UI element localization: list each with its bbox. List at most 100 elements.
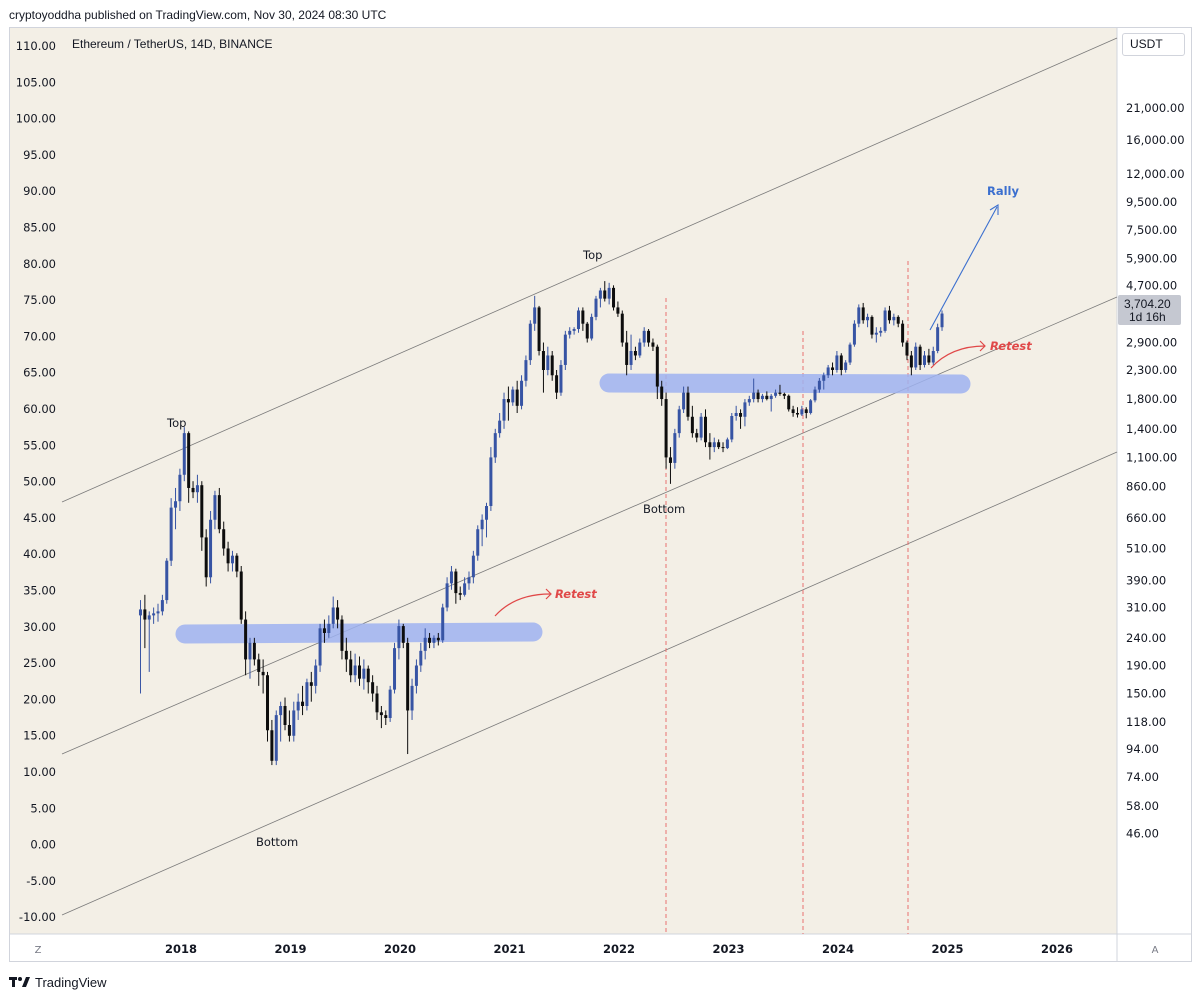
candle-body — [765, 395, 769, 400]
time-axis-tick: 2020 — [384, 942, 416, 956]
candle — [598, 287, 602, 308]
candle-body — [594, 298, 598, 317]
candle — [576, 307, 580, 333]
candle-body — [629, 350, 633, 365]
candle — [752, 378, 756, 403]
zoom-reset-button[interactable]: Z — [35, 945, 42, 956]
candle — [349, 650, 353, 683]
candle — [822, 372, 826, 390]
candle-body — [410, 685, 414, 711]
candle-body — [642, 330, 646, 343]
candle-body — [660, 386, 664, 400]
candle-body — [414, 665, 418, 686]
candle-body — [559, 364, 563, 393]
candle-body — [791, 409, 795, 414]
candle — [309, 671, 313, 702]
candle — [612, 285, 616, 311]
right-axis-tick: 660.00 — [1126, 511, 1166, 525]
candle-body — [305, 682, 309, 706]
candle — [791, 405, 795, 417]
candle-body — [612, 287, 616, 308]
candle-body — [287, 724, 291, 736]
candle — [800, 405, 804, 417]
candle — [182, 427, 186, 482]
candle — [138, 600, 142, 694]
right-axis-tick: 510.00 — [1126, 541, 1166, 555]
chart-panel[interactable]: 110.00 105.00 100.00 95.00 90.00 85.00 80.00 75… — [9, 27, 1192, 962]
candle — [511, 386, 515, 406]
candle — [537, 305, 541, 356]
candle-body — [270, 730, 274, 761]
right-axis-tick: 4,700.00 — [1126, 278, 1177, 292]
candle-body — [279, 705, 283, 716]
candle-body — [712, 442, 716, 448]
candle-body — [366, 668, 370, 683]
candle — [568, 327, 572, 339]
candle — [187, 431, 191, 503]
chart-canvas[interactable]: 110.00 105.00 100.00 95.00 90.00 85.00 80.00 75… — [10, 28, 1191, 961]
candle — [607, 282, 611, 305]
candle — [765, 391, 769, 401]
candle-body — [156, 611, 160, 614]
candle-body — [817, 380, 821, 390]
label-retest-2: Retest — [990, 339, 1032, 353]
candle — [393, 642, 397, 694]
candle — [690, 405, 694, 438]
candle-body — [353, 665, 357, 676]
left-axis-tick: 5.00 — [30, 801, 56, 815]
candle — [717, 439, 721, 450]
candle-body — [340, 619, 344, 651]
left-axis-tick: 20.00 — [23, 692, 56, 706]
candle-body — [152, 613, 156, 616]
candle — [169, 498, 173, 566]
candle — [428, 632, 432, 649]
symbol-title: Ethereum / TetherUS, 14D, BINANCE — [72, 37, 273, 51]
candle — [625, 330, 629, 376]
candle — [533, 295, 537, 331]
candle-body — [581, 310, 585, 324]
candle — [852, 320, 856, 347]
candle-body — [301, 701, 305, 706]
candle — [739, 409, 743, 429]
candle — [156, 603, 160, 622]
retest-arrow-1 — [494, 593, 551, 617]
candle-body — [222, 529, 226, 549]
time-axis-buttons[interactable]: Z A — [35, 945, 1159, 956]
candle — [603, 281, 607, 302]
candle-body — [546, 355, 550, 370]
right-axis-tick: 1,800.00 — [1126, 392, 1177, 406]
candle — [826, 364, 830, 378]
candle — [817, 377, 821, 393]
candle-body — [655, 346, 659, 387]
candle-body — [857, 307, 861, 324]
auto-scale-button[interactable]: A — [1152, 945, 1159, 956]
candle-body — [774, 392, 778, 396]
candle — [296, 693, 300, 720]
candle — [471, 550, 475, 584]
candle — [633, 346, 637, 361]
channel-middle-line — [61, 296, 1118, 755]
candle-body — [138, 609, 142, 616]
tradingview-logo-icon — [9, 977, 30, 987]
right-axis: 21,000.00 16,000.00 12,000.00 9,500.00 7,500… — [1126, 101, 1185, 841]
candle — [708, 433, 712, 460]
left-axis-tick: 70.00 — [23, 329, 56, 343]
candle-body — [257, 659, 261, 672]
right-axis-tick: 2,300.00 — [1126, 363, 1177, 377]
candle-body — [458, 593, 462, 595]
candle-body — [576, 310, 580, 330]
left-axis-tick: 100.00 — [16, 112, 56, 126]
candle-body — [357, 665, 361, 679]
candle-body — [756, 392, 760, 400]
left-axis-tick: 35.00 — [23, 584, 56, 598]
candle-body — [704, 416, 708, 443]
candle-body — [590, 316, 594, 339]
candle — [331, 596, 335, 629]
candle-body — [485, 505, 489, 520]
channel-lower-line — [61, 451, 1118, 916]
currency-button[interactable]: USDT — [1122, 33, 1185, 56]
candle — [647, 329, 651, 347]
candle — [725, 437, 729, 450]
label-retest-1: Retest — [555, 587, 597, 601]
candle-body — [441, 607, 445, 641]
